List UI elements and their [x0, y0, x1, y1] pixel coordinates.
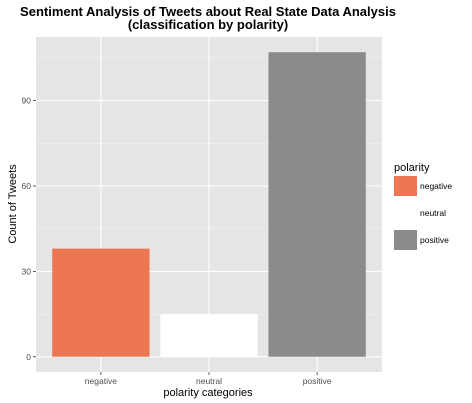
y-tick-label: 30	[22, 266, 32, 276]
chart-title: Sentiment Analysis of Tweets about Real …	[20, 4, 396, 19]
y-axis: 0 30 60 90	[22, 96, 36, 362]
legend-key-negative	[394, 176, 417, 196]
chart-subtitle: (classification by polarity)	[128, 17, 288, 32]
y-tick-label: 60	[22, 181, 32, 191]
y-tick-label: 90	[22, 96, 32, 106]
legend-label-positive: positive	[420, 235, 449, 245]
x-tick-label: positive	[303, 376, 332, 386]
bars	[52, 52, 366, 357]
legend: polarity negative neutral positive	[394, 162, 452, 250]
legend-key-positive	[394, 230, 417, 250]
y-tick-label: 0	[26, 352, 31, 362]
legend-key-neutral	[394, 203, 417, 223]
x-tick-label: neutral	[196, 376, 222, 386]
x-axis-title: polarity categories	[163, 387, 253, 399]
legend-title: polarity	[394, 162, 430, 174]
x-tick-label: negative	[85, 376, 117, 386]
bar-negative	[52, 248, 150, 357]
bar-neutral	[160, 314, 258, 357]
legend-label-neutral: neutral	[420, 208, 446, 218]
bar-positive	[268, 52, 366, 357]
legend-label-negative: negative	[420, 181, 452, 191]
y-axis-title: Count of Tweets	[7, 164, 19, 244]
x-axis: negative neutral positive	[85, 372, 332, 386]
